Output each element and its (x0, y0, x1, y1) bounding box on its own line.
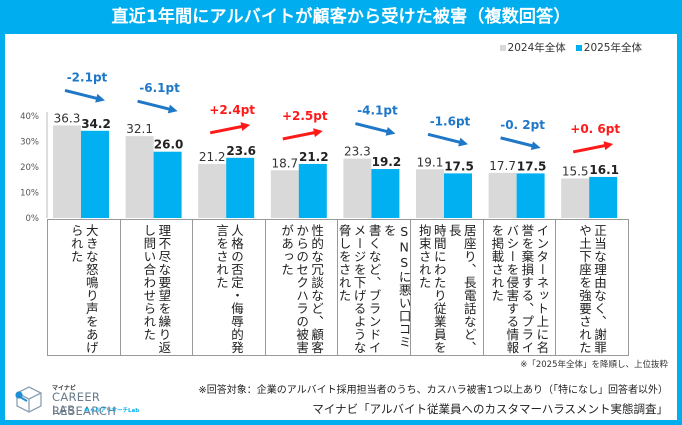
change-annotation: -6.1pt (139, 81, 180, 95)
bar-2024 (343, 158, 372, 218)
bar-2024 (561, 178, 590, 218)
data-label-2024: 32.1 (126, 122, 153, 136)
legend-label-2025: 2025年全体 (583, 42, 642, 54)
change-arrowhead (313, 128, 323, 138)
category-label-cell: SNSに悪い口コミを 書くなど、ブランドイ メージを下げるような 脅しをされた (336, 220, 412, 355)
change-arrow (209, 124, 245, 135)
data-label-2024: 36.3 (54, 111, 81, 125)
bar-2025 (371, 169, 400, 218)
category-label-cell: 正当な理由なく、謝罪 や土下座を強要された (556, 220, 629, 355)
legend-item-2024: 2024年全体 (499, 40, 566, 55)
category-label-cell: 大きな怒鳴り声をあげ られた (48, 220, 121, 355)
data-label-2025: 16.1 (589, 163, 619, 177)
respondents-note: ※回答対象：企業のアルバイト採用担当者のうち、カスハラ被害1つ以上あり（「特にな… (198, 385, 668, 396)
data-label-2024: 18.7 (271, 156, 298, 170)
change-arrowhead (167, 104, 178, 114)
logo-line1: CAREER RESEARCH (52, 390, 117, 418)
bar-2025 (153, 151, 182, 218)
legend-item-2025: 2025年全体 (575, 40, 642, 55)
change-annotation: +2.5pt (282, 109, 328, 123)
data-label-2025: 23.6 (226, 144, 256, 158)
change-arrowhead (603, 141, 614, 151)
legend: 2024年全体 2025年全体 (499, 40, 642, 55)
change-annotation: -4.1pt (357, 104, 398, 118)
category-label: インターネット上に名 誉を棄損する、プライ バシーを侵害する情報 を掲載された (489, 224, 550, 354)
change-arrowhead (240, 122, 251, 131)
chart-title: 直近1年間にアルバイトが顧客から受けた被害（複数回答） (0, 0, 682, 34)
change-arrow (282, 130, 318, 141)
change-arrow (427, 132, 463, 145)
legend-swatch-2025 (575, 44, 582, 51)
sort-note: ※「2025年全体」を降順し、上位抜粋 (520, 360, 668, 370)
data-label-2024: 15.5 (562, 164, 589, 178)
change-arrowhead (458, 137, 468, 147)
data-label-2024: 17.7 (489, 159, 516, 173)
category-label: 性的な冗談など、顧客 からのセクハラの被害 があった (279, 224, 325, 354)
category-label-cell: 居座り、長電話など、長 時間にわたり従業員を 拘束された (411, 220, 484, 355)
change-arrowhead (95, 93, 105, 103)
change-arrow (500, 136, 535, 148)
data-label-2025: 34.2 (81, 117, 111, 131)
data-label-2024: 23.3 (344, 145, 371, 159)
legend-swatch-2024 (499, 44, 506, 51)
category-label-cell: 人格の否定・侮辱的発 言をされた (193, 220, 266, 355)
category-label: 大きな怒鳴り声をあげ られた (68, 224, 99, 354)
bar-2024 (53, 125, 81, 218)
change-annotation: -0. 2pt (500, 118, 545, 132)
legend-label-2024: 2024年全体 (507, 42, 566, 54)
logo-cube-icon (15, 386, 42, 413)
y-tick-label: 10% (20, 189, 39, 199)
bar-2024 (488, 172, 517, 218)
change-arrowhead (385, 127, 396, 136)
y-tick-label: 30% (20, 138, 39, 148)
data-label-2025: 17.5 (444, 159, 474, 173)
bar-2025 (298, 163, 327, 218)
y-tick-label: 40% (20, 112, 39, 122)
change-arrow (137, 99, 172, 112)
career-research-lab-logo: マイナビ CAREER RESEARCH LAB キャリアリサーチLab (14, 383, 164, 418)
change-arrow (572, 143, 608, 154)
category-label: 居座り、長電話など、長 時間にわたり従業員を 拘束された (416, 224, 477, 354)
logo-sub: キャリアリサーチLab (84, 408, 140, 414)
category-label: 理不尽な要望を繰り返 し問い合わせられた (141, 224, 172, 354)
category-label-cell: 理不尽な要望を繰り返 し問い合わせられた (121, 220, 194, 355)
source-note: マイナビ「アルバイト従業員へのカスタマーハラスメント実態調査」 (312, 402, 668, 416)
bar-2025 (516, 173, 545, 218)
change-arrow (64, 88, 100, 101)
change-arrowhead (530, 141, 541, 151)
bar-2024 (198, 163, 227, 218)
bar-2024 (125, 136, 154, 218)
category-label: 正当な理由なく、謝罪 や土下座を強要された (576, 224, 607, 354)
y-tick-label: 20% (20, 163, 39, 173)
bar-2025 (226, 157, 255, 218)
logo-line2: LAB (52, 403, 76, 417)
bar-2025 (444, 173, 472, 218)
category-labels: 大きな怒鳴り声をあげ られた 理不尽な要望を繰り返 し問い合わせられた 人格の否定・… (47, 219, 629, 356)
bar-2024 (416, 169, 444, 218)
change-arrow (355, 122, 390, 134)
category-label-cell: インターネット上に名 誉を棄損する、プライ バシーを侵害する情報 を掲載された (484, 220, 557, 355)
category-label: 人格の否定・侮辱的発 言をされた (213, 224, 244, 354)
category-label-cell: 性的な冗談など、顧客 からのセクハラの被害 があった (266, 220, 339, 355)
data-label-2025: 17.5 (517, 159, 547, 173)
data-label-2025: 21.2 (299, 150, 329, 164)
data-label-2024: 19.1 (417, 155, 444, 169)
logo-kana: マイナビ (52, 385, 76, 392)
data-label-2024: 21.2 (199, 150, 226, 164)
data-label-2025: 19.2 (372, 155, 402, 169)
bar-2024 (270, 170, 299, 218)
change-annotation: +0. 6pt (570, 122, 620, 136)
change-annotation: -1.6pt (430, 114, 471, 128)
y-tick-label: 0% (26, 214, 40, 224)
data-label-2025: 26.0 (154, 138, 184, 152)
change-annotation: +2.4pt (209, 103, 255, 117)
bar-2025 (81, 130, 109, 218)
bar-2025 (589, 176, 618, 218)
change-annotation: -2.1pt (67, 70, 108, 84)
category-label: SNSに悪い口コミを 書くなど、ブランドイ メージを下げるような 脅しをされた (336, 224, 412, 354)
